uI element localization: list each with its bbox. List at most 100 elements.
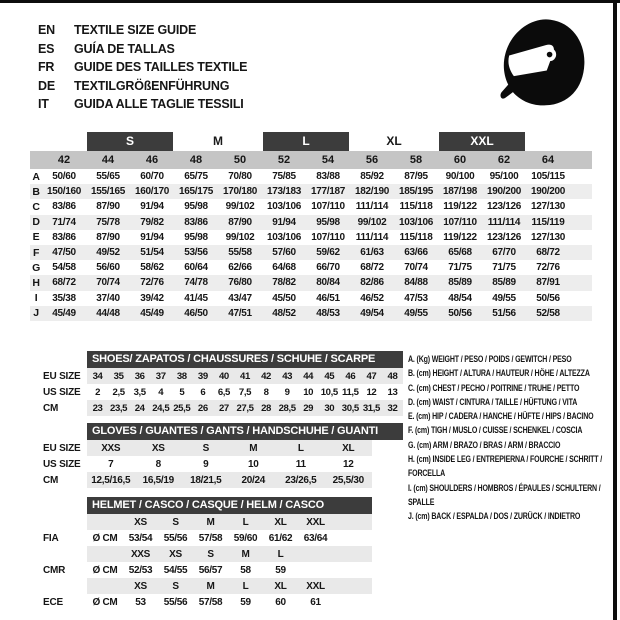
value-cell: 127/130 bbox=[530, 231, 566, 243]
value-cell: 23 bbox=[92, 402, 103, 414]
size-number: 54 bbox=[321, 154, 335, 166]
value-cell: 46/52 bbox=[360, 292, 384, 304]
value-cell: 5 bbox=[179, 386, 185, 398]
row-letter: G bbox=[32, 261, 40, 274]
value-cell: 59 bbox=[275, 564, 286, 576]
row-letter: J bbox=[33, 307, 39, 320]
value-cell: 99/102 bbox=[357, 216, 387, 228]
size-number: 58 bbox=[409, 154, 423, 166]
value-cell: 9 bbox=[284, 386, 290, 398]
section-header: HELMET / CASCO / CASQUE / HELM / CASCO bbox=[30, 497, 372, 514]
value-cell: 64/68 bbox=[272, 262, 296, 274]
value-cell: 99/102 bbox=[225, 201, 255, 213]
value-cell: 45/49 bbox=[140, 307, 164, 319]
size-number: 44 bbox=[101, 154, 115, 166]
row-values: Ø CM 52/53 54/55 56/57 58 59 bbox=[87, 562, 372, 578]
section-title-bar: SHOES/ ZAPATOS / CHAUSSURES / SCHUHE / S… bbox=[87, 351, 403, 368]
size-label: S bbox=[172, 516, 179, 528]
value-cell: 185/195 bbox=[398, 186, 434, 198]
helmet-size-table: HELMET / CASCO / CASQUE / HELM / CASCO XS… bbox=[30, 497, 372, 610]
value-cell: 68/72 bbox=[360, 262, 384, 274]
row-letter: I bbox=[34, 292, 38, 305]
value-cell: 34 bbox=[92, 370, 103, 382]
value-cell: 56/57 bbox=[198, 564, 223, 576]
value-cell: 49/55 bbox=[492, 292, 516, 304]
helmet-value-row: CMR Ø CM 52/53 54/55 56/57 58 59 bbox=[30, 562, 372, 578]
value-cell: 68/72 bbox=[52, 277, 76, 289]
value-cell: 123/126 bbox=[486, 201, 522, 213]
row-values: 12,5/16,5 16,5/19 18/21,5 20/24 23/26,5 25,5/… bbox=[87, 472, 372, 488]
value-cell: 50/56 bbox=[536, 292, 560, 304]
language-row: EN TEXTILE SIZE GUIDE bbox=[38, 21, 247, 40]
value-cell: 39 bbox=[197, 370, 208, 382]
value-cell: 30,5 bbox=[341, 402, 359, 414]
size-label: M bbox=[241, 548, 250, 560]
value-cell: 3,5 bbox=[133, 386, 147, 398]
measure-row: C 83/86 87/90 91/94 95/98 99/102 103/106 107/11… bbox=[30, 199, 592, 214]
measure-row: H 68/72 70/74 72/76 74/78 76/80 78/82 80/84 82/8… bbox=[30, 275, 592, 291]
value-cell: 31,5 bbox=[362, 402, 380, 414]
value-cell: 48/54 bbox=[448, 292, 472, 304]
language-row: FR GUIDE DES TAILLES TEXTILE bbox=[38, 58, 247, 77]
value-cell: 165/175 bbox=[178, 186, 214, 198]
size-label: M bbox=[206, 580, 215, 592]
value-cell: 47/51 bbox=[228, 307, 252, 319]
row-label: EU SIZE bbox=[43, 370, 81, 382]
value-cell: 71/75 bbox=[492, 262, 516, 274]
value-cell: 59/62 bbox=[316, 247, 340, 259]
value-cell: 70/74 bbox=[404, 262, 428, 274]
language-label: GUIDE DES TAILLES TEXTILE bbox=[74, 60, 248, 74]
language-code: IT bbox=[38, 97, 49, 111]
value-cell: 61/63 bbox=[360, 247, 384, 259]
size-group-label: S bbox=[87, 131, 173, 151]
value-cell: 57/58 bbox=[198, 596, 223, 608]
row-label: CM bbox=[43, 402, 59, 414]
value-cell: 70/80 bbox=[228, 171, 252, 183]
value-cell: 52/58 bbox=[536, 307, 560, 319]
size-label: XL bbox=[274, 516, 287, 528]
value-cell: 91/94 bbox=[140, 201, 164, 213]
size-row: EU SIZE XXS XS S M L XL bbox=[30, 440, 403, 456]
size-number: 42 bbox=[57, 154, 71, 166]
value-cell: 55/56 bbox=[163, 596, 188, 608]
language-code: FR bbox=[38, 60, 55, 74]
value-cell: M bbox=[249, 442, 258, 454]
value-cell: 111/114 bbox=[355, 201, 389, 213]
row-values: 7 8 9 10 11 12 bbox=[87, 456, 372, 472]
size-label: L bbox=[242, 580, 249, 592]
value-cell: XL bbox=[342, 442, 355, 454]
value-cell: 87/90 bbox=[96, 201, 120, 213]
value-cell: 123/126 bbox=[486, 231, 522, 243]
language-row: IT GUIDA ALLE TAGLIE TESSILI bbox=[38, 95, 247, 114]
value-cell: 60 bbox=[275, 596, 286, 608]
value-cell: 87/90 bbox=[228, 216, 252, 228]
value-cell: 48/52 bbox=[272, 307, 296, 319]
value-cell: 87/91 bbox=[536, 277, 560, 289]
value-cell: 87/90 bbox=[96, 231, 120, 243]
value-cell: 72/76 bbox=[536, 262, 560, 274]
value-cell: 103/106 bbox=[266, 201, 302, 213]
size-row: EU SIZE 34 35 36 37 38 39 40 41 42 43 44 45 46 47 48 bbox=[30, 368, 403, 384]
value-cell: 62/66 bbox=[228, 262, 252, 274]
row-label-spacer bbox=[30, 578, 87, 594]
value-cell: 46/51 bbox=[316, 292, 340, 304]
row-sizes: XS S M L XL XXL bbox=[87, 514, 372, 530]
measure-row: D 71/74 75/78 79/82 83/86 87/90 91/94 95/98 99/1… bbox=[30, 214, 592, 230]
size-group-row: S M L XL XXL bbox=[30, 131, 592, 151]
value-cell: 61/62 bbox=[268, 532, 293, 544]
value-cell: 182/190 bbox=[354, 186, 390, 198]
size-number: 56 bbox=[365, 154, 379, 166]
value-cell: 107/110 bbox=[443, 216, 477, 228]
value-cell: 103/106 bbox=[266, 231, 302, 243]
size-number: 64 bbox=[541, 154, 555, 166]
value-cell: 87/95 bbox=[404, 171, 428, 183]
legend-item: E. (cm) HIP / CADERA / HANCHE / HÜFTE / … bbox=[408, 411, 594, 422]
size-group-label: XL bbox=[386, 133, 402, 148]
value-cell: 37/40 bbox=[96, 292, 120, 304]
language-row: DE TEXTILGRÖßENFÜHRUNG bbox=[38, 77, 247, 96]
value-cell: 46 bbox=[345, 370, 356, 382]
value-cell: 23/26,5 bbox=[285, 474, 317, 486]
helmet-size-row: XXS XS S M L bbox=[30, 546, 372, 562]
value-cell: 84/88 bbox=[404, 277, 428, 289]
size-label: XS bbox=[134, 580, 147, 592]
